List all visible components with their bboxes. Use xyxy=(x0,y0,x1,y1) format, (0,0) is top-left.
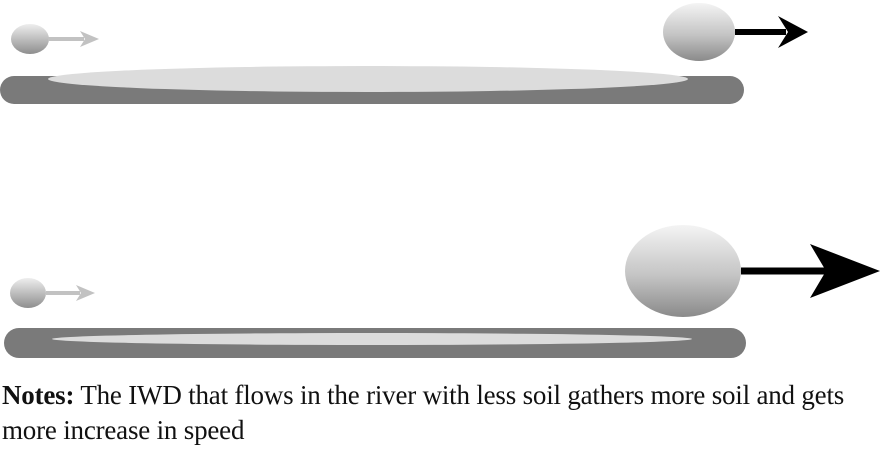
soil-layer-top xyxy=(48,66,688,92)
small-drop-top xyxy=(11,24,99,54)
arrow-right-icon xyxy=(46,285,95,301)
arrow-right-icon xyxy=(48,31,99,47)
iwd-diagram xyxy=(0,3,880,358)
water-drop-icon xyxy=(11,24,49,54)
arrow-right-icon xyxy=(735,16,808,48)
water-drop-icon xyxy=(625,225,741,317)
large-drop-bottom xyxy=(625,225,880,317)
water-drop-icon xyxy=(663,3,735,61)
river-scene-top xyxy=(0,3,808,104)
notes-text: The IWD that flows in the river with les… xyxy=(2,380,845,445)
notes-label: Notes: xyxy=(2,380,75,410)
small-drop-bottom xyxy=(10,278,95,308)
arrow-right-icon xyxy=(741,244,880,298)
water-drop-icon xyxy=(10,278,46,308)
figure-notes: Notes: The IWD that flows in the river w… xyxy=(2,378,882,448)
soil-layer-bottom xyxy=(52,333,692,345)
river-scene-bottom xyxy=(4,225,880,358)
large-drop-top xyxy=(663,3,808,61)
